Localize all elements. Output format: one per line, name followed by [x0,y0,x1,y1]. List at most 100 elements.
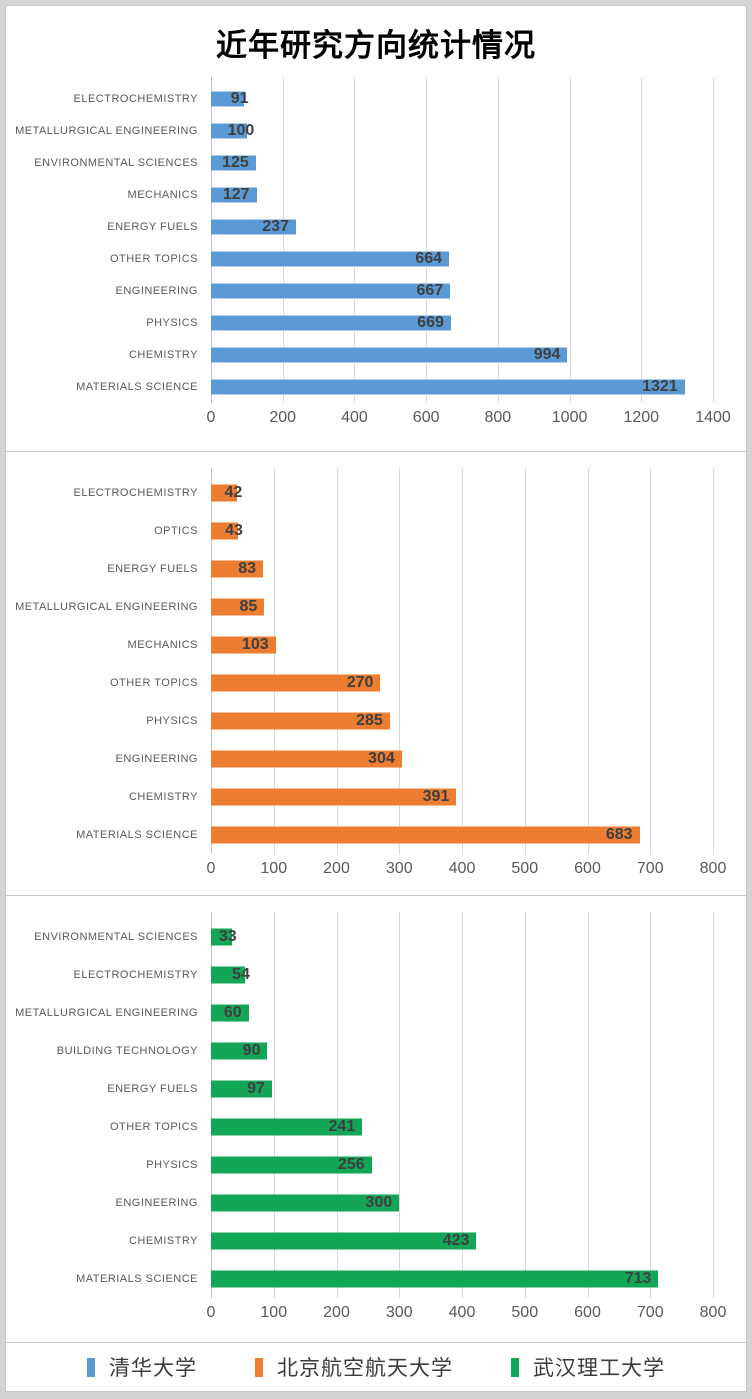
bar-area: 667 [211,275,713,307]
category-label: ENERGY FUELS [107,563,198,575]
chart-row: ENERGY FUELS 237 [6,211,746,243]
legend-label: 北京航空航天大学 [277,1357,453,1380]
bar [211,1232,477,1250]
x-axis-tick-label: 400 [448,1304,476,1321]
gridline [336,468,338,854]
gridline [713,912,714,1298]
category-label: PHYSICS [146,317,198,329]
gridline [650,912,652,1298]
category-label: ELECTROCHEMISTRY [73,487,198,499]
bar-area: 100 [211,115,713,147]
value-label: 285 [356,712,383,729]
x-axis-tick-label: 1000 [551,409,588,426]
category-label: METALLURGICAL ENGINEERING [15,1007,198,1019]
chart-row: ELECTROCHEMISTRY 54 [6,956,746,994]
gridline [650,468,652,854]
bar-area: 669 [211,307,713,339]
chart-row: PHYSICS 285 [6,702,746,740]
bar-area: 97 [211,1070,713,1108]
bar [211,598,265,616]
category-label: MATERIALS SCIENCE [76,1273,198,1285]
category-label: OPTICS [154,525,198,537]
bar [211,251,450,267]
gridline [569,77,571,403]
value-label: 241 [328,1118,356,1135]
chart-row: ENGINEERING 667 [6,275,746,307]
bar [211,219,296,235]
bar-area: 91 [211,83,713,115]
category-label: METALLURGICAL ENGINEERING [15,125,198,137]
bar [211,1080,272,1098]
chart-row: ENVIRONMENTAL SCIENCES 125 [6,147,746,179]
category-label: METALLURGICAL ENGINEERING [15,601,198,613]
chart-row: OTHER TOPICS 241 [6,1108,746,1146]
x-axis-tick-label: 100 [260,860,288,877]
category-label: ENERGY FUELS [107,1083,198,1095]
value-label: 237 [262,218,289,235]
x-axis-tick-label: 400 [448,860,476,877]
bar [211,750,402,768]
bar-area: 125 [211,147,713,179]
bar-area: 85 [211,588,713,626]
chart-row: CHEMISTRY 423 [6,1222,746,1260]
category-label: ENGINEERING [115,753,198,765]
chart-row: ENGINEERING 300 [6,1184,746,1222]
gridline [273,912,275,1298]
bar-area: 713 [211,1260,713,1298]
x-axis-tick-label: 600 [574,1304,601,1321]
chart-row: METALLURGICAL ENGINEERING 60 [6,994,746,1032]
value-label: 1321 [642,378,678,395]
chart-row: ELECTROCHEMISTRY 42 [6,474,746,512]
legend-item-wuhan: 武汉理工大学 [511,1352,665,1382]
bar [211,966,245,984]
category-label: MECHANICS [127,189,198,201]
bar [211,91,244,107]
gridline [462,468,463,854]
bar [211,347,568,363]
category-label: ENERGY FUELS [107,221,198,233]
chart-row: ELECTROCHEMISTRY 91 [6,83,746,115]
legend-swatch-blue-icon [87,1357,95,1377]
x-axis-tick-label: 400 [341,409,368,426]
gridline [399,468,401,854]
legend-swatch-green-icon [511,1357,519,1377]
bar [211,674,381,692]
value-label: 256 [337,1156,365,1173]
gridline [587,912,589,1298]
value-label: 994 [533,346,561,363]
gridline [354,77,356,403]
gridline [426,77,428,403]
bar-area: 304 [211,740,713,778]
x-axis-tick-label: 1400 [695,409,731,426]
bar [211,636,276,654]
chart-row: ENERGY FUELS 83 [6,550,746,588]
bar [211,123,247,139]
bar-area: 270 [211,664,713,702]
chart-legend: 清华大学 北京航空航天大学 武汉理工大学 [5,1342,747,1392]
x-axis-tick-label: 200 [269,409,297,426]
category-label: ENVIRONMENTAL SCIENCES [34,931,198,943]
bar-area: 42 [211,474,713,512]
x-axis-tick-label: 100 [260,1304,288,1321]
gridline [336,912,338,1298]
value-label: 33 [218,928,237,945]
x-axis-tick-label: 300 [385,860,413,877]
bar [211,155,256,171]
bar-area: 664 [211,243,713,275]
x-axis: 0 200 400 600 800 1000 1200 1400 [207,403,731,431]
value-label: 103 [241,636,269,653]
bar [211,1194,400,1212]
value-label: 125 [222,154,249,171]
bar [211,484,238,502]
chart-row: MATERIALS SCIENCE 1321 [6,371,746,403]
value-label: 83 [238,560,257,577]
bar-area: 300 [211,1184,713,1222]
bar-rows: ELECTROCHEMISTRY 91 METALLURGICAL ENGINEER… [6,77,746,403]
chart-row: ENGINEERING 304 [6,740,746,778]
gridline [713,468,714,854]
value-label: 42 [224,484,243,501]
bar [211,788,457,806]
bar [211,1004,249,1022]
x-axis-tick-label: 600 [412,409,440,426]
